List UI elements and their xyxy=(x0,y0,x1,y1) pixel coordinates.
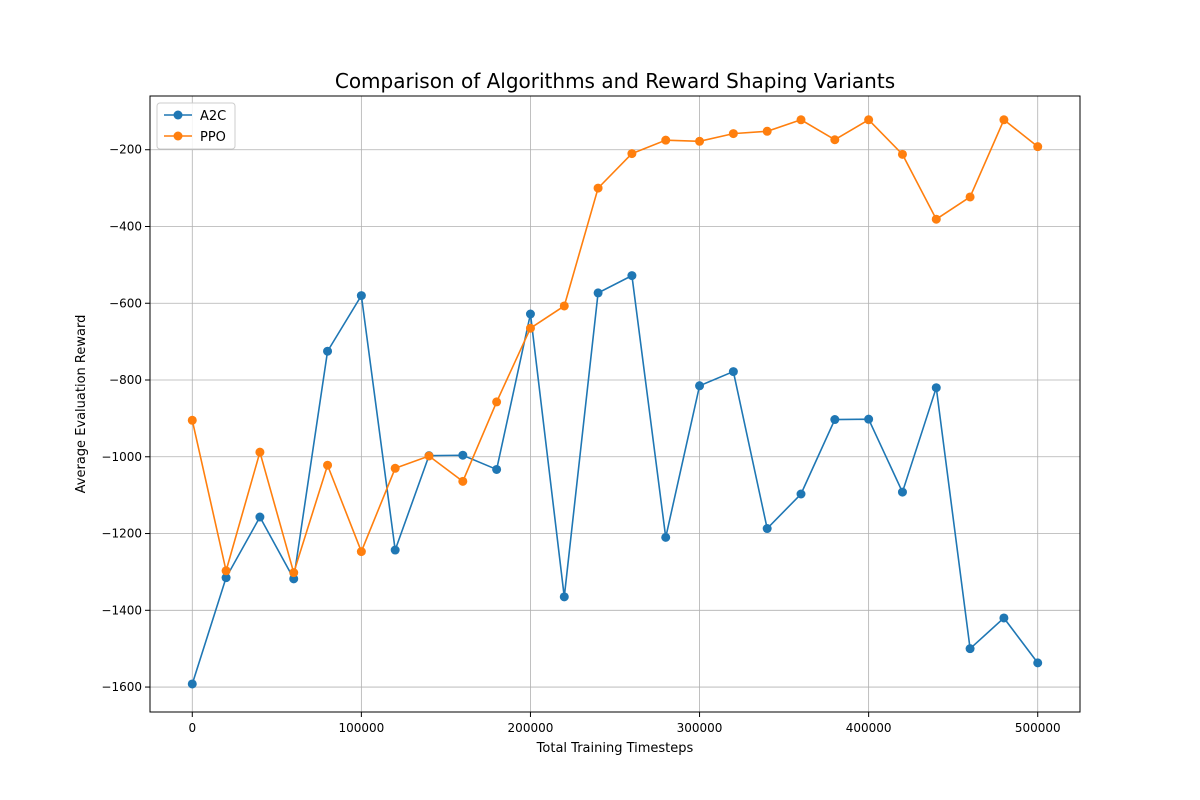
data-point-ppo xyxy=(187,415,197,425)
data-point-a2c xyxy=(221,573,231,583)
data-point-ppo xyxy=(390,463,400,473)
data-point-ppo xyxy=(796,115,806,125)
data-point-a2c xyxy=(458,450,468,460)
data-point-a2c xyxy=(323,346,333,356)
data-point-a2c xyxy=(965,644,975,654)
y-tick-label: −400 xyxy=(109,219,142,233)
data-point-a2c xyxy=(390,545,400,555)
data-point-a2c xyxy=(999,613,1009,623)
data-point-a2c xyxy=(830,415,840,425)
x-axis-label: Total Training Timesteps xyxy=(536,741,694,756)
legend-a2c-label: A2C xyxy=(200,109,226,124)
data-point-ppo xyxy=(728,129,738,139)
data-point-ppo xyxy=(965,192,975,202)
data-point-ppo xyxy=(593,183,603,193)
legend-ppo-label: PPO xyxy=(200,130,226,145)
data-point-a2c xyxy=(492,464,502,474)
data-point-a2c xyxy=(187,679,197,689)
data-point-a2c xyxy=(931,383,941,393)
data-point-a2c xyxy=(695,381,705,391)
x-tick-label: 500000 xyxy=(1015,721,1061,735)
grid-lines xyxy=(150,96,1080,712)
data-point-a2c xyxy=(525,309,535,319)
data-point-a2c xyxy=(728,367,738,377)
x-tick-label: 100000 xyxy=(338,721,384,735)
data-point-ppo xyxy=(492,397,502,407)
x-tick-label: 200000 xyxy=(508,721,554,735)
data-point-ppo xyxy=(289,568,299,578)
series-line-ppo xyxy=(191,118,1039,576)
y-tick-label: −800 xyxy=(109,373,142,387)
legend: A2C PPO xyxy=(156,102,236,150)
data-point-ppo xyxy=(525,323,535,333)
x-tick-label: 300000 xyxy=(677,721,723,735)
data-point-a2c xyxy=(762,524,772,534)
legend-a2c-marker xyxy=(173,110,183,120)
data-point-ppo xyxy=(931,214,941,224)
y-tick-label: −1400 xyxy=(101,603,142,617)
legend-ppo-marker xyxy=(173,131,183,141)
data-point-ppo xyxy=(458,476,468,486)
data-point-ppo xyxy=(864,115,874,125)
data-point-a2c xyxy=(593,288,603,298)
series-line-a2c xyxy=(191,274,1039,685)
data-point-ppo xyxy=(661,135,671,145)
data-point-ppo xyxy=(695,136,705,146)
data-point-a2c xyxy=(796,489,806,499)
data-point-a2c xyxy=(864,414,874,424)
data-point-ppo xyxy=(424,451,434,461)
data-point-ppo xyxy=(897,149,907,159)
x-tick-label: 400000 xyxy=(846,721,892,735)
data-point-ppo xyxy=(323,460,333,470)
x-tick-label: 0 xyxy=(188,721,196,735)
data-point-a2c xyxy=(1033,658,1043,668)
plot-frame xyxy=(149,95,1081,713)
y-tick-label: −200 xyxy=(109,143,142,157)
y-tick-label: −1600 xyxy=(101,680,142,694)
data-point-ppo xyxy=(356,547,366,557)
y-axis-label: Average Evaluation Reward xyxy=(74,315,89,494)
data-point-a2c xyxy=(897,487,907,497)
data-point-ppo xyxy=(999,115,1009,125)
y-tick-label: −600 xyxy=(109,296,142,310)
data-point-ppo xyxy=(559,301,569,311)
data-point-ppo xyxy=(1033,142,1043,152)
data-point-a2c xyxy=(627,271,637,281)
data-point-ppo xyxy=(255,447,265,457)
plot-series xyxy=(187,115,1043,689)
data-point-a2c xyxy=(356,291,366,301)
data-point-ppo xyxy=(830,135,840,145)
data-point-a2c xyxy=(559,592,569,602)
data-point-a2c xyxy=(255,512,265,522)
chart-title: Comparison of Algorithms and Reward Shap… xyxy=(335,69,895,93)
y-tick-label: −1000 xyxy=(101,450,142,464)
data-point-ppo xyxy=(762,126,772,136)
y-tick-label: −1200 xyxy=(101,527,142,541)
data-point-ppo xyxy=(221,566,231,576)
data-point-ppo xyxy=(627,149,637,159)
data-point-a2c xyxy=(661,532,671,542)
axis-ticks: 0 100000 200000 300000 400000 500000 −1600 −140… xyxy=(101,143,1060,735)
